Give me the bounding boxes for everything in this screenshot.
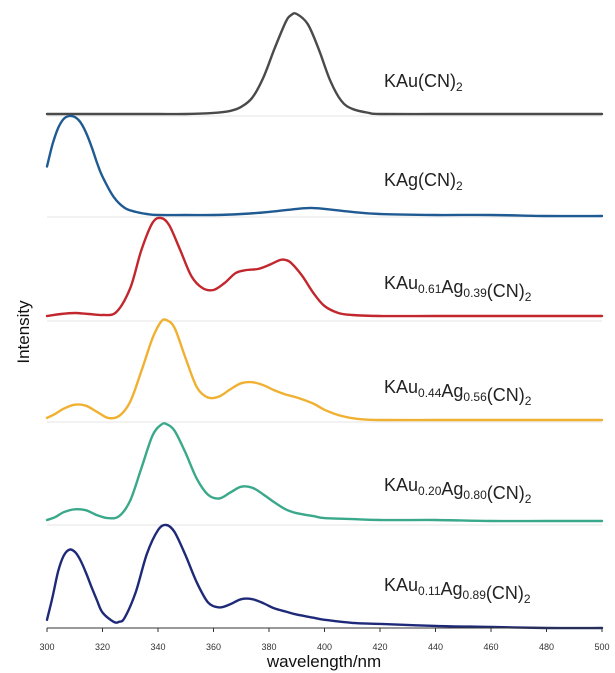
x-tick-label-460: 460 [483,642,498,652]
series-labels: KAu(CN)2 KAg(CN)2 KAu0.61Ag0.39(CN)2 KAu0.4… [384,71,532,606]
x-tick-label-500: 500 [594,642,609,652]
y-axis-title: Intensity [14,300,33,364]
x-axis-title: wavelength/nm [266,652,381,671]
x-tick-label-320: 320 [95,642,110,652]
panel-separators [47,115,602,526]
x-tick-label-360: 360 [206,642,221,652]
series-label-2: KAg(CN)2 [384,170,463,193]
x-tick-label-400: 400 [317,642,332,652]
x-axis: 300 320 340 360 380 400 420 440 460 480 500 [39,627,610,652]
x-tick-label-340: 340 [150,642,165,652]
series-line-1 [45,12,604,116]
series-label-6: KAu0.11Ag0.89(CN)2 [384,575,531,606]
series-line-6 [45,523,604,630]
x-tick-label-420: 420 [372,642,387,652]
x-tick-label-300: 300 [39,642,54,652]
spectra-curves [45,12,604,630]
x-tick-label-380: 380 [261,642,276,652]
series-label-1: KAu(CN)2 [384,71,463,94]
x-axis-ticks: 300 320 340 360 380 400 420 440 460 480 500 [39,628,610,652]
x-tick-label-480: 480 [539,642,554,652]
series-line-2 [45,114,604,218]
series-line-3 [45,216,604,318]
series-line-5 [45,422,604,523]
series-line-4 [45,318,604,422]
x-tick-label-440: 440 [428,642,443,652]
series-label-4: KAu0.44Ag0.56(CN)2 [384,377,532,408]
series-label-3: KAu0.61Ag0.39(CN)2 [384,273,532,304]
series-label-5: KAu0.20Ag0.80(CN)2 [384,475,532,506]
